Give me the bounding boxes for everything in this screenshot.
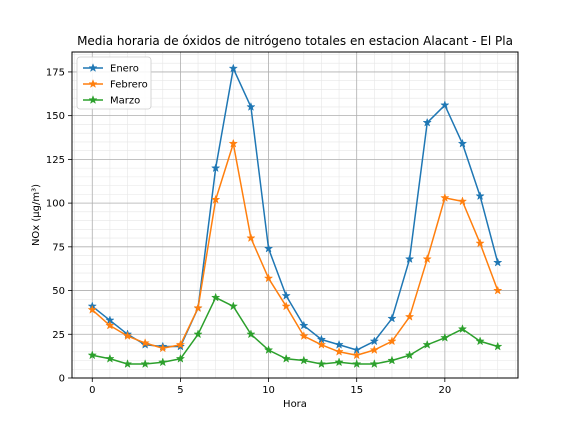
x-tick-label: 0 [89,385,95,396]
x-tick-label: 10 [262,385,275,396]
axis-ticks: 0 5 10 15 20 0 25 50 75 100 125 150 175 [46,67,451,396]
y-tick-label: 150 [46,111,65,122]
y-axis-label: NOx (µg/m³) [31,184,42,246]
x-tick-label: 20 [438,385,451,396]
y-tick-label: 125 [46,155,65,166]
y-tick-label: 175 [46,67,65,78]
series-layer [88,64,501,367]
legend: Enero Febrero Marzo [77,57,151,109]
series-line [92,144,497,356]
legend-label: Febrero [110,80,148,91]
legend-label: Marzo [110,96,140,107]
x-tick-label: 5 [177,385,183,396]
y-tick-label: 0 [59,374,65,385]
x-tick-label: 15 [350,385,363,396]
series-marzo [88,293,501,367]
x-axis-label: Hora [283,399,307,410]
y-tick-label: 50 [52,286,65,297]
y-tick-label: 75 [52,242,65,253]
y-tick-label: 25 [52,330,65,341]
chart-title: Media horaria de óxidos de nitrógeno tot… [77,34,513,48]
legend-label: Enero [110,64,139,75]
y-tick-label: 100 [46,199,65,210]
series-line [92,298,497,364]
